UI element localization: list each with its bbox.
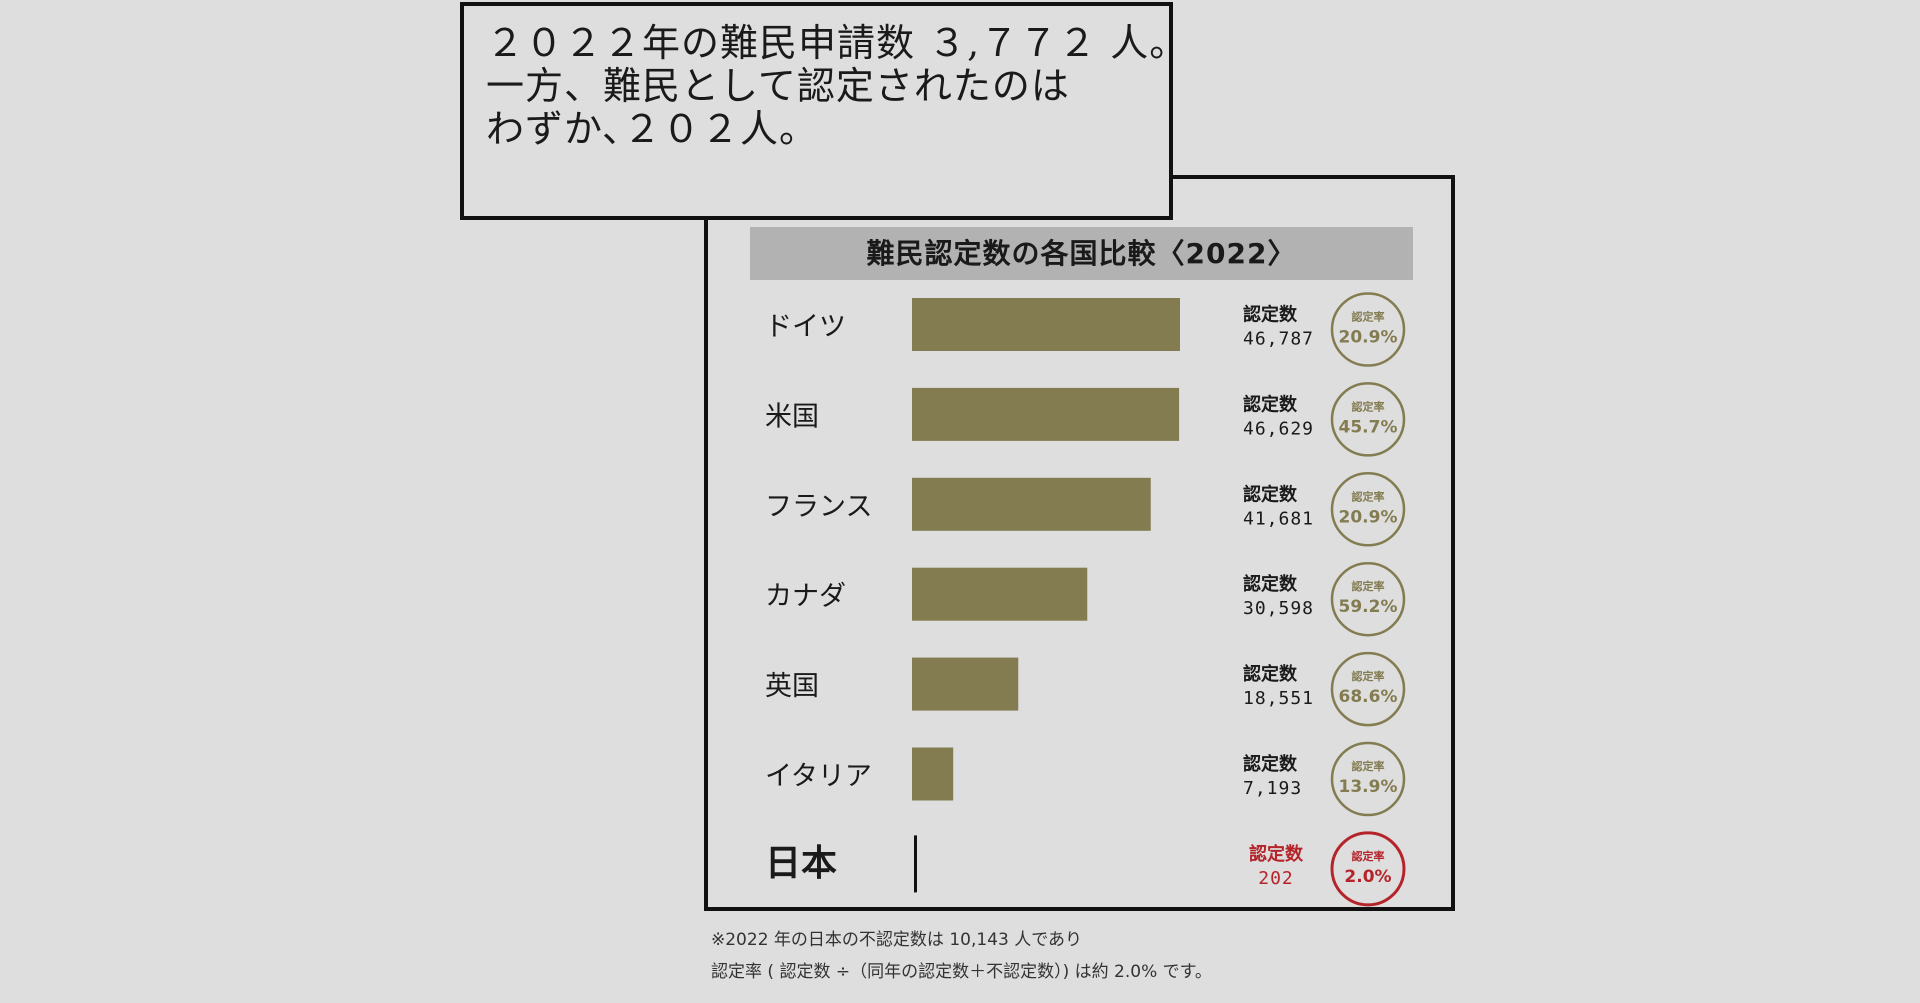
- rate-circle: [1330, 472, 1406, 547]
- bar: [912, 298, 1180, 351]
- category-label: 英国: [765, 671, 819, 702]
- category-label: ドイツ: [765, 312, 846, 343]
- count-value: 41,681: [1243, 508, 1314, 529]
- rate-circle: [1330, 292, 1406, 367]
- headline-line-1: ２０２２年の難民申請数 ３,７７２ 人。: [486, 21, 1189, 65]
- headline-box: ２０２２年の難民申請数 ３,７７２ 人。 一方、難民として認定されたのは わずか…: [460, 2, 1189, 220]
- rate-label: 認定率: [1352, 759, 1385, 773]
- category-label: 米国: [765, 401, 819, 432]
- chart-title: 難民認定数の各国比較〈2022〉: [750, 227, 1413, 280]
- rate-value: 59.2%: [1339, 597, 1398, 617]
- count-label: 認定数: [1243, 393, 1298, 415]
- category-label: カナダ: [765, 581, 846, 612]
- count-value: 30,598: [1243, 598, 1314, 619]
- headline-line-3: わずか､２０２人。: [486, 107, 819, 151]
- rate-circle: [1330, 382, 1406, 457]
- rate-value: 2.0%: [1344, 867, 1391, 887]
- rate-circle: [1330, 741, 1406, 817]
- rate-label: 認定率: [1352, 310, 1385, 324]
- rate-circle: [1330, 831, 1406, 907]
- count-label: 認定数: [1243, 483, 1298, 505]
- rate-value: 45.7%: [1339, 417, 1398, 437]
- rate-label: 認定率: [1352, 489, 1385, 503]
- rate-circle: [1330, 651, 1406, 727]
- count-value: 202: [1258, 868, 1294, 889]
- bar: [914, 835, 917, 893]
- category-label: イタリア: [765, 761, 872, 792]
- count-value: 18,551: [1243, 688, 1314, 709]
- bar: [912, 387, 1180, 441]
- rate-label: 認定率: [1352, 579, 1385, 593]
- count-label: 認定数: [1243, 304, 1298, 326]
- bar: [912, 657, 1019, 711]
- rate-label: 認定率: [1352, 399, 1385, 413]
- chart-panel: [704, 175, 1455, 911]
- count-label: 認定数: [1243, 663, 1298, 685]
- count-label: 認定数: [1249, 843, 1304, 865]
- category-label: フランス: [765, 491, 872, 522]
- category-label: 日本: [765, 843, 837, 884]
- count-value: 7,193: [1243, 778, 1302, 799]
- rate-value: 68.6%: [1339, 687, 1398, 707]
- rate-value: 20.9%: [1339, 507, 1398, 527]
- rate-value: 20.9%: [1339, 328, 1398, 348]
- bar: [912, 567, 1088, 621]
- rate-label: 認定率: [1352, 669, 1385, 683]
- footnote-line-2: 認定率 ( 認定数 ÷（同年の認定数＋不認定数）) は約 2.0% です。: [711, 962, 1212, 982]
- rate-value: 13.9%: [1339, 777, 1398, 797]
- rate-label: 認定率: [1352, 849, 1385, 863]
- bar: [912, 747, 954, 801]
- count-label: 認定数: [1243, 753, 1298, 775]
- count-value: 46,629: [1243, 418, 1314, 439]
- count-label: 認定数: [1243, 573, 1298, 595]
- count-value: 46,787: [1243, 329, 1314, 350]
- headline-line-2: 一方、難民として認定されたのは: [486, 64, 1070, 108]
- footnote-line-1: ※2022 年の日本の不認定数は 10,143 人であり: [711, 930, 1083, 950]
- bar: [912, 477, 1151, 531]
- rate-circle: [1330, 561, 1406, 637]
